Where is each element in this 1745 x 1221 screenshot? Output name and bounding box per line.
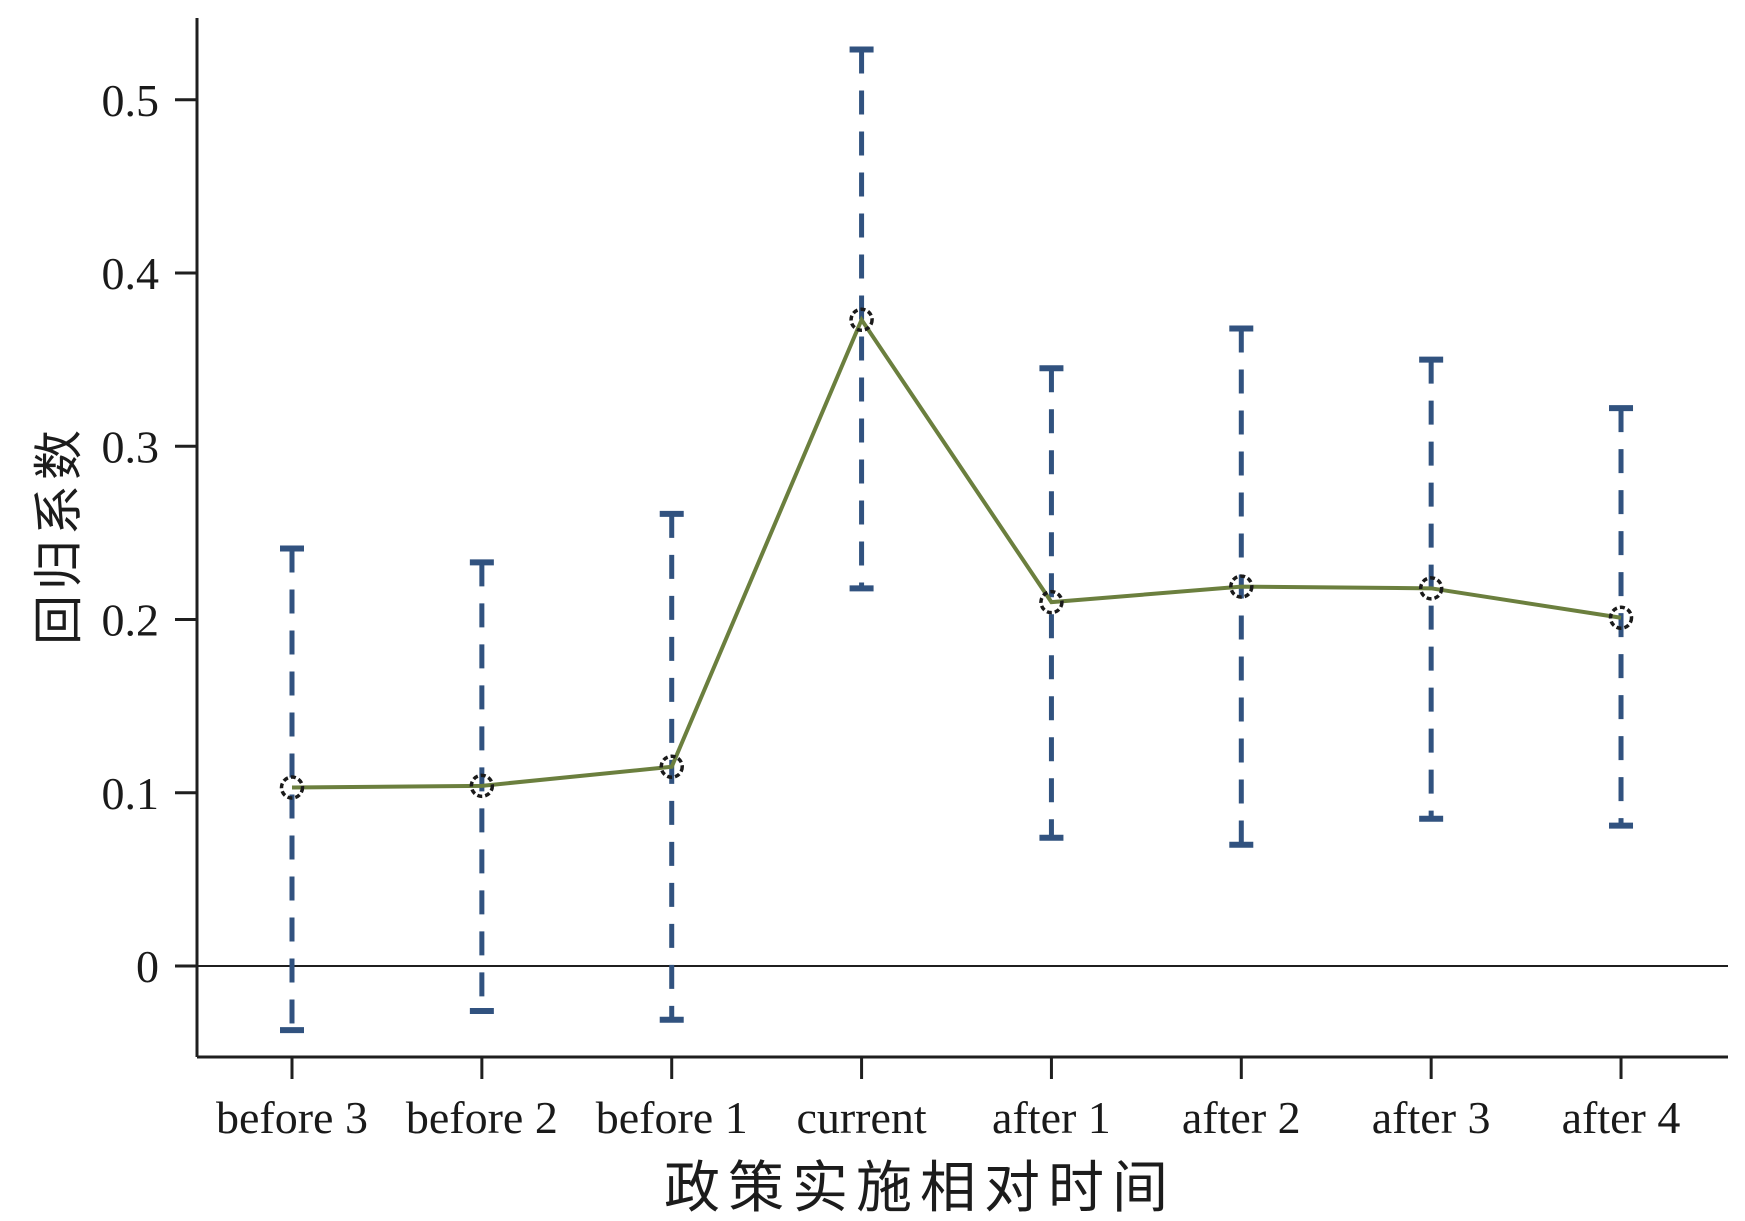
x-tick-label: before 2 [406,1092,558,1143]
x-tick-label: current [796,1092,926,1143]
x-tick-label: after 2 [1182,1092,1301,1143]
x-tick-label: after 3 [1372,1092,1491,1143]
x-tick-label: after 4 [1562,1092,1681,1143]
y-tick-label: 0.4 [102,248,160,299]
x-tick-label: before 3 [216,1092,368,1143]
y-tick-label: 0.1 [102,768,160,819]
data-point-marker [1418,576,1444,601]
x-tick-label: before 1 [596,1092,748,1143]
x-tick-label: after 1 [992,1092,1111,1143]
data-point-marker [659,754,684,780]
y-axis-title: 回归系数 [31,425,87,645]
data-point-marker [1039,589,1064,615]
y-tick-label: 0.5 [102,75,160,126]
data-point-marker [849,307,874,333]
y-tick-label: 0.2 [102,595,160,646]
coefficient-line [291,315,1622,790]
x-axis-title: 政策实施相对时间 [664,1158,1176,1220]
data-point-marker [469,773,495,799]
y-tick-label: 0.3 [102,421,160,472]
data-point-marker [279,775,305,800]
data-point-marker [1608,605,1634,631]
data-point-marker [1229,574,1254,599]
y-tick-label: 0 [136,941,159,992]
